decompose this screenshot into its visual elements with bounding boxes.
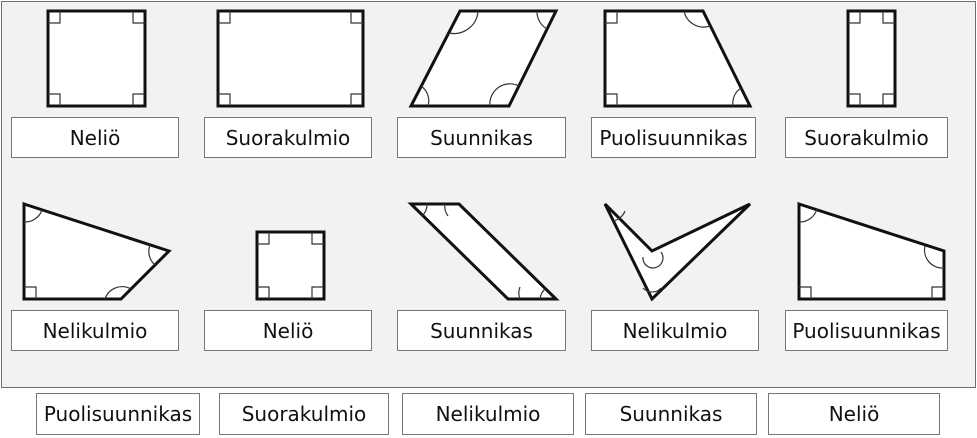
shape-label-9: Nelikulmio <box>591 310 759 351</box>
shape-label-text: Neliö <box>69 125 121 150</box>
shape-label-7: Neliö <box>204 310 372 351</box>
shape-label-text: Suunnikas <box>430 125 533 150</box>
shape-label-text: Puolisuunnikas <box>792 318 941 343</box>
shape-label-4: Puolisuunnikas <box>591 117 756 158</box>
tray-label-text: Puolisuunnikas <box>43 402 193 426</box>
parallelogram-shape-1 <box>408 9 559 108</box>
shape-label-8: Suunnikas <box>397 310 566 351</box>
quadrilateral-shape-1 <box>22 201 172 301</box>
shape-label-2: Suorakulmio <box>204 117 372 158</box>
shape-label-text: Suunnikas <box>430 318 533 343</box>
tray-label-puolisuunnikas[interactable]: Puolisuunnikas <box>36 393 200 435</box>
trapezoid-shape-1 <box>603 9 753 108</box>
shape-label-text: Neliö <box>262 318 314 343</box>
shape-label-5: Suorakulmio <box>785 117 948 158</box>
tray-label-text: Neliö <box>828 402 880 426</box>
shape-label-6: Nelikulmio <box>11 310 179 351</box>
trapezoid-shape-2 <box>797 201 946 301</box>
tray-label-text: Nelikulmio <box>435 402 541 426</box>
shape-label-10: Puolisuunnikas <box>785 310 948 351</box>
shape-label-text: Suorakulmio <box>225 125 351 150</box>
tray-label-nelio[interactable]: Neliö <box>768 393 940 435</box>
shape-label-text: Puolisuunnikas <box>599 125 748 150</box>
tray-label-nelikulmio[interactable]: Nelikulmio <box>402 393 574 435</box>
square-shape-1 <box>46 9 147 108</box>
tray-label-text: Suorakulmio <box>241 402 367 426</box>
shape-label-1: Neliö <box>11 117 179 158</box>
shape-label-text: Nelikulmio <box>42 318 148 343</box>
parallelogram-shape-2 <box>407 202 560 301</box>
shape-label-text: Suorakulmio <box>804 125 929 150</box>
rectangle-shape-1 <box>216 9 365 108</box>
square-shape-2 <box>255 230 326 301</box>
tray-label-suunnikas[interactable]: Suunnikas <box>585 393 757 435</box>
shape-label-text: Nelikulmio <box>622 318 728 343</box>
tray-label-text: Suunnikas <box>619 402 723 426</box>
rectangle-shape-2 <box>846 9 897 108</box>
tray-label-suorakulmio[interactable]: Suorakulmio <box>219 393 389 435</box>
shape-label-3: Suunnikas <box>397 117 566 158</box>
concave-quadrilateral-shape <box>603 202 752 302</box>
